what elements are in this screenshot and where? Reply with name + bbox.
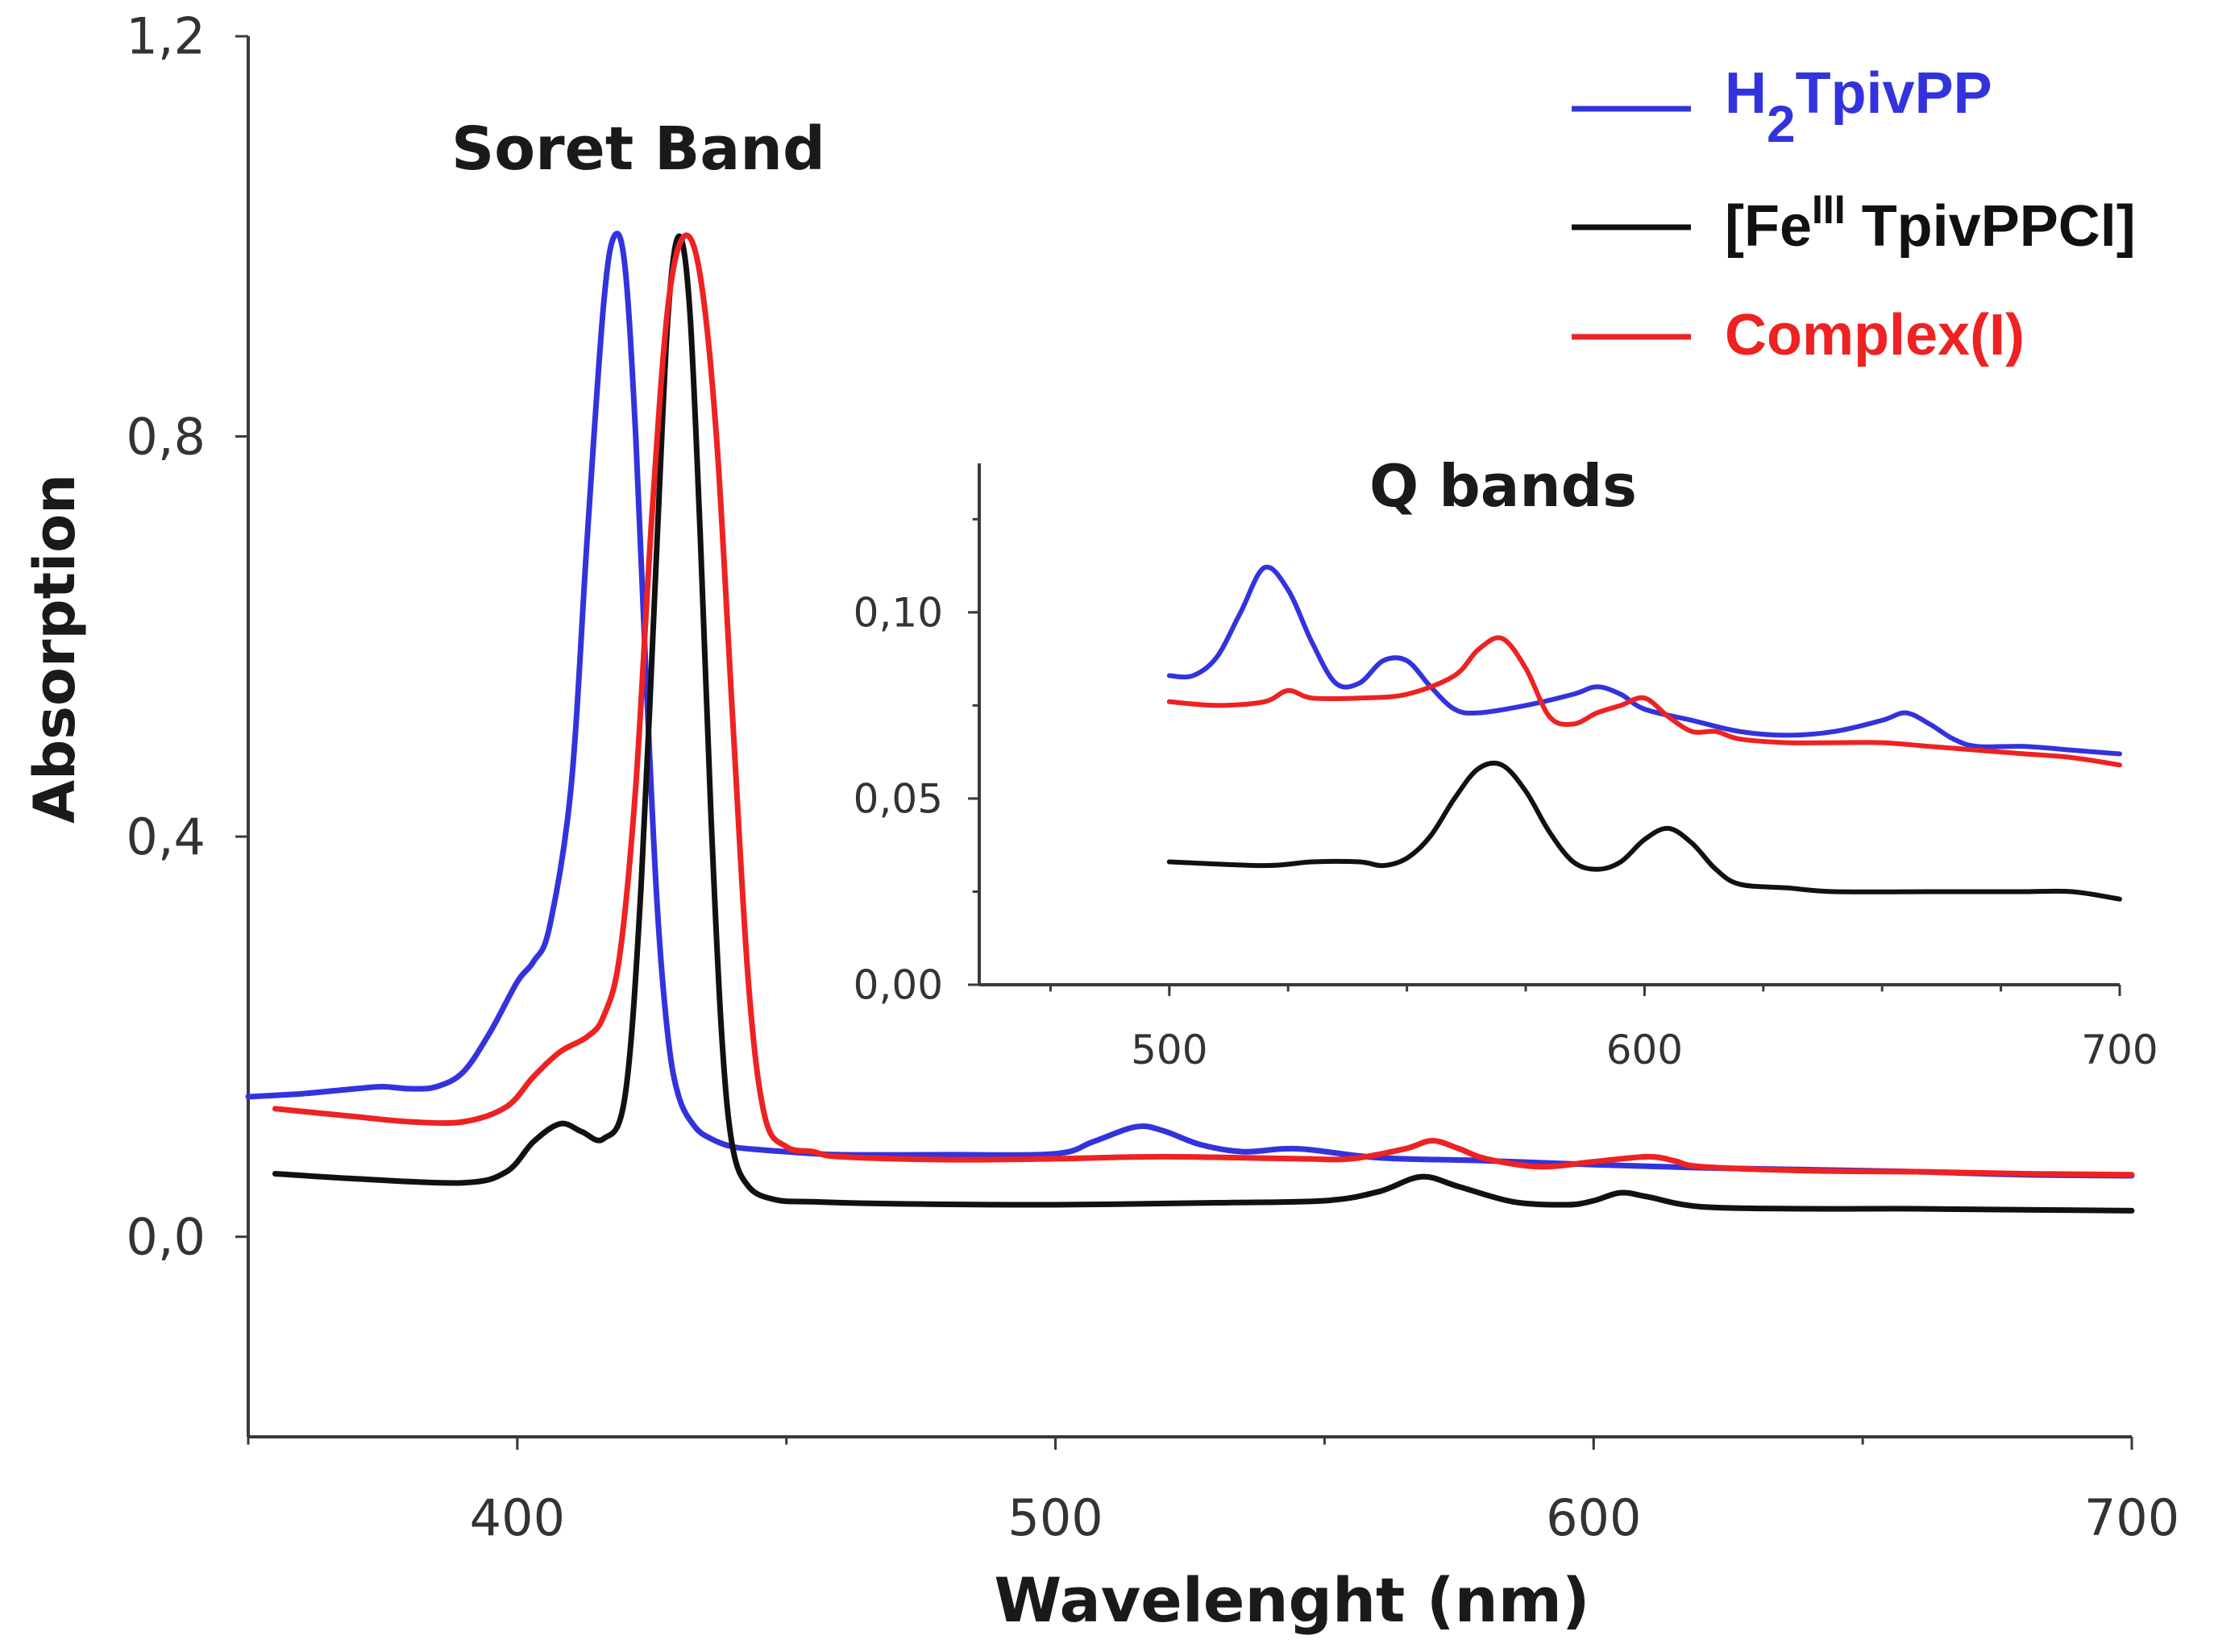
legend-item-fe-tpivppcl: [FeIII TpivPPCl] [1572,187,2136,259]
inset-series-group [1166,564,2122,902]
inset-y-tick-label: 0,05 [854,775,943,822]
inset-x-tick-label: 500 [1131,1027,1207,1073]
svg-text:H2TpivPP: H2TpivPP [1725,61,1992,153]
main-series-h2tpivpp [245,230,2135,1179]
legend-item-complex-i: Complex(I) [1572,303,2025,367]
inset-series-h2tpivpp [1166,564,2122,757]
y-axis-label: Absorption [22,474,88,824]
legend-label-h2tpivpp-main: H [1725,61,1767,126]
inset-title: Q bands [1369,452,1637,520]
inset-y-tick-label: 0,00 [854,962,943,1009]
legend-label-h2tpivpp-rest: TpivPP [1796,61,1992,126]
inset-series-complex-i [1166,635,2122,768]
main-y-tick-label: 0,4 [126,807,206,866]
legend-label-h2tpivpp-sub: 2 [1767,95,1796,153]
legend-label-fe-rest: TpivPPCl] [1846,194,2136,259]
inset-y-tick-label: 0,10 [854,589,943,636]
main-axes: 400 500 600 700 0,0 0,4 0,8 1,2 [126,7,2179,1547]
legend: H2TpivPP [FeIII TpivPPCl] Complex(I) [1572,61,2136,367]
main-y-tick-label: 1,2 [126,7,206,66]
inset-plot: 500 600 700 0,00 0,05 0,10 Q bands [854,452,2158,1073]
svg-text:[FeIII TpivPPCl]: [FeIII TpivPPCl] [1725,187,2136,259]
legend-label-fe-main: [Fe [1725,194,1812,259]
main-x-tick-label: 500 [1007,1488,1103,1547]
main-plot: 400 500 600 700 0,0 0,4 0,8 1,2 Wavelenght (nm)… [22,7,2179,1636]
inset-x-tick-label: 600 [1606,1027,1683,1073]
main-y-tick-label: 0,0 [126,1207,206,1266]
legend-item-h2tpivpp: H2TpivPP [1572,61,1992,153]
legend-label-fe-sup: III [1812,187,1846,232]
main-series-group [245,230,2135,1214]
legend-label-complex-i: Complex(I) [1725,303,2025,367]
main-x-tick-label: 400 [470,1488,565,1547]
soret-band-label: Soret Band [451,114,825,184]
main-x-tick-label: 600 [1546,1488,1641,1547]
inset-x-tick-label: 700 [2081,1027,2158,1073]
x-axis-label: Wavelenght (nm) [994,1564,1589,1636]
main-x-tick-label: 700 [2084,1488,2179,1547]
inset-series-feiii-tpivppcl [1166,760,2122,902]
main-series-feiii-tpivppcl [272,233,2135,1214]
main-y-tick-label: 0,8 [126,407,206,466]
main-series-complex-i [272,232,2135,1178]
inset-axes: 500 600 700 0,00 0,05 0,10 [854,463,2158,1073]
